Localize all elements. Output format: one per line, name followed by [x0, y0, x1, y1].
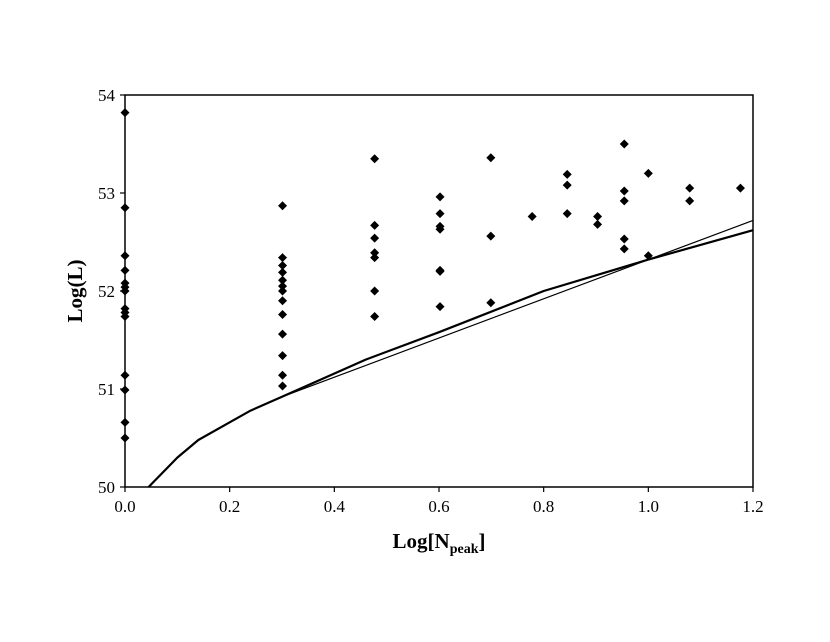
data-point [120, 433, 130, 443]
data-point [486, 298, 496, 308]
data-point [278, 201, 288, 211]
x-tick-label: 1.0 [638, 497, 659, 516]
data-point [278, 267, 288, 277]
data-point [278, 286, 288, 296]
y-tick-label: 52 [98, 282, 115, 301]
x-axis-title-subscript: peak [450, 542, 479, 557]
data-point [435, 209, 445, 219]
x-tick-label: 0.0 [114, 497, 135, 516]
data-point [278, 370, 288, 380]
y-tick-label: 54 [98, 86, 116, 105]
axis-ticks: 0.0 0.2 0.4 0.6 0.8 1.0 1.2 50 51 52 53 54 [98, 86, 764, 516]
data-point [120, 311, 130, 321]
x-axis-title-close: ] [478, 529, 485, 553]
data-point [278, 261, 288, 271]
data-point [643, 251, 653, 261]
data-point [370, 233, 380, 243]
y-tick-label: 51 [98, 380, 115, 399]
data-point [120, 108, 130, 118]
data-point [435, 224, 445, 234]
data-point [562, 209, 572, 219]
data-point [619, 186, 629, 196]
data-point [435, 192, 445, 202]
data-point [619, 196, 629, 206]
data-point [120, 251, 130, 261]
data-point [562, 180, 572, 190]
data-point [619, 139, 629, 149]
data-point [278, 281, 288, 291]
fit-lines [147, 219, 754, 488]
data-point [120, 385, 130, 395]
data-point [278, 275, 288, 285]
data-point [527, 212, 537, 222]
data-point [278, 381, 288, 391]
data-point [370, 253, 380, 263]
data-point [486, 231, 496, 241]
data-point [619, 244, 629, 254]
x-axis-title-main: Log[N [393, 529, 450, 553]
data-point [120, 370, 130, 380]
data-point [685, 196, 695, 206]
data-point [120, 286, 130, 296]
scatter-points [120, 108, 745, 443]
data-point [278, 351, 288, 361]
data-point [435, 302, 445, 312]
data-point [120, 265, 130, 275]
data-point [643, 168, 653, 178]
data-point [593, 219, 603, 229]
data-point [370, 286, 380, 296]
x-tick-label: 1.2 [742, 497, 763, 516]
data-point [486, 153, 496, 163]
x-tick-label: 0.8 [533, 497, 554, 516]
x-tick-label: 0.2 [219, 497, 240, 516]
data-point [120, 417, 130, 427]
data-point [370, 248, 380, 258]
data-point [685, 183, 695, 193]
x-axis-title: Log[Npeak] [393, 529, 486, 557]
x-tick-label: 0.4 [324, 497, 346, 516]
data-point [562, 169, 572, 179]
data-point [278, 310, 288, 320]
data-point [370, 154, 380, 164]
data-point [735, 183, 745, 193]
data-point [278, 253, 288, 263]
x-tick-label: 0.6 [428, 497, 449, 516]
data-point [593, 212, 603, 222]
y-tick-label: 53 [98, 184, 115, 203]
y-axis-title: Log(L) [63, 259, 87, 322]
y-tick-label: 50 [98, 478, 115, 497]
line-thin [281, 219, 754, 398]
data-point [619, 234, 629, 244]
data-point [278, 329, 288, 339]
data-point [278, 296, 288, 306]
data-point [370, 220, 380, 230]
data-point [120, 203, 130, 213]
data-point [435, 266, 445, 276]
data-point [370, 311, 380, 321]
